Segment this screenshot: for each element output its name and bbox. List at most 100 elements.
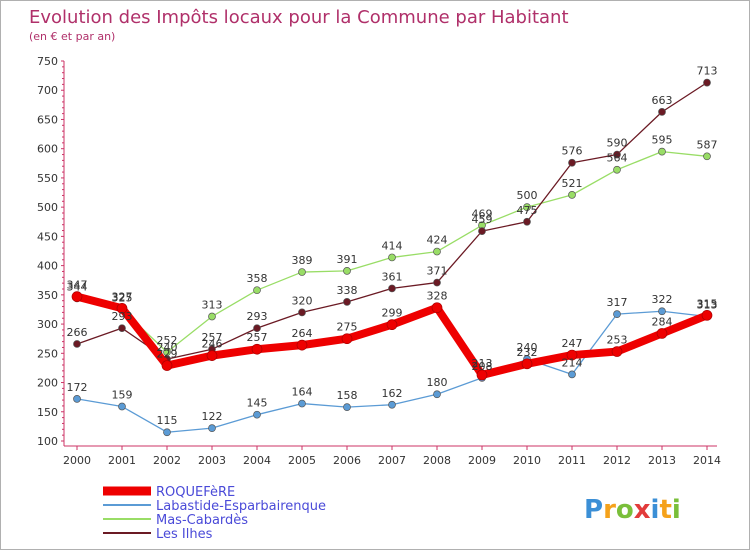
data-label: 347 [67, 279, 88, 292]
data-point [658, 147, 666, 156]
x-tick-label: 2003 [198, 454, 226, 467]
data-point [206, 350, 218, 361]
legend-label: Mas-Cabardès [156, 513, 248, 528]
data-point [613, 150, 621, 159]
y-tick-label: 250 [37, 347, 58, 360]
x-tick-label: 2006 [333, 454, 361, 467]
data-label: 338 [337, 284, 358, 297]
data-label: 475 [517, 204, 538, 217]
data-label: 663 [652, 94, 673, 107]
data-point [118, 324, 126, 333]
data-point [73, 395, 81, 403]
data-label: 213 [472, 357, 493, 370]
data-label: 164 [292, 386, 313, 399]
data-point [343, 298, 351, 306]
data-point [566, 349, 578, 361]
data-label: 145 [247, 397, 268, 410]
data-point [161, 360, 173, 371]
data-label: 327 [112, 290, 133, 303]
data-label: 313 [697, 298, 718, 311]
y-tick-label: 400 [37, 260, 58, 273]
data-point [298, 399, 306, 408]
data-label: 246 [202, 338, 223, 351]
y-tick-label: 700 [37, 84, 58, 97]
data-label: 275 [337, 321, 358, 334]
data-label: 293 [247, 310, 268, 323]
data-point [388, 253, 396, 262]
y-tick-label: 300 [37, 318, 58, 331]
data-label: 424 [427, 234, 448, 247]
y-tick-label: 650 [37, 113, 58, 126]
y-tick-label: 150 [37, 406, 58, 419]
chart-title: Evolution des Impôts locaux pour la Comm… [29, 7, 569, 28]
data-label: 257 [247, 331, 268, 344]
x-tick-label: 2005 [288, 454, 316, 467]
data-point [701, 309, 713, 321]
data-label: 317 [607, 296, 628, 309]
x-tick-label: 2007 [378, 454, 406, 467]
data-label: 180 [427, 376, 448, 389]
data-point [613, 310, 621, 318]
data-point [568, 158, 576, 167]
data-point [433, 247, 441, 256]
y-tick-label: 350 [37, 289, 58, 302]
data-label: 325 [112, 291, 133, 304]
data-point [568, 191, 576, 199]
x-tick-label: 2000 [63, 454, 91, 467]
data-label: 595 [652, 134, 673, 147]
data-point [703, 152, 711, 161]
data-label: 315 [697, 297, 718, 310]
data-point [611, 346, 623, 357]
y-tick-label: 200 [37, 377, 58, 390]
data-point [118, 402, 126, 411]
data-label: 320 [292, 294, 313, 307]
x-tick-label: 2008 [423, 454, 451, 467]
data-point [298, 308, 306, 317]
data-point [523, 203, 531, 212]
legend-label: Labastide-Esparbairenque [156, 499, 326, 514]
data-point [73, 340, 81, 348]
data-label: 247 [562, 337, 583, 350]
x-tick-label: 2011 [558, 454, 586, 467]
data-point [253, 286, 261, 295]
data-label: 252 [157, 334, 178, 347]
data-point [253, 410, 261, 419]
data-label: 257 [202, 331, 223, 344]
y-tick-label: 500 [37, 201, 58, 214]
data-label: 172 [67, 381, 88, 394]
x-tick-label: 2010 [513, 454, 541, 467]
data-point [71, 291, 83, 302]
data-point [703, 78, 711, 87]
x-tick-label: 2014 [693, 454, 721, 467]
y-tick-label: 550 [37, 172, 58, 185]
data-point [478, 227, 486, 235]
data-label: 361 [382, 270, 403, 283]
data-point [433, 390, 441, 399]
data-point [386, 319, 398, 331]
data-point [208, 312, 216, 321]
data-point [431, 302, 443, 314]
data-point [433, 278, 441, 287]
data-point [658, 108, 666, 116]
data-label: 713 [697, 65, 718, 78]
data-point [476, 369, 488, 381]
data-point [613, 165, 621, 174]
data-label: 576 [562, 145, 583, 158]
data-label: 214 [562, 356, 583, 369]
data-label: 158 [337, 389, 358, 402]
data-label: 564 [607, 152, 628, 165]
data-point [658, 307, 666, 316]
data-label: 389 [292, 254, 313, 267]
data-label: 313 [202, 298, 223, 311]
data-point [298, 268, 306, 276]
data-point [251, 343, 263, 355]
data-label: 284 [652, 315, 673, 328]
proxiti-logo: Proxiti [584, 495, 681, 525]
data-label: 229 [157, 348, 178, 361]
data-label: 232 [517, 346, 538, 359]
data-label: 521 [562, 177, 583, 190]
data-label: 264 [292, 327, 313, 340]
data-point [343, 403, 351, 411]
data-point [343, 267, 351, 275]
